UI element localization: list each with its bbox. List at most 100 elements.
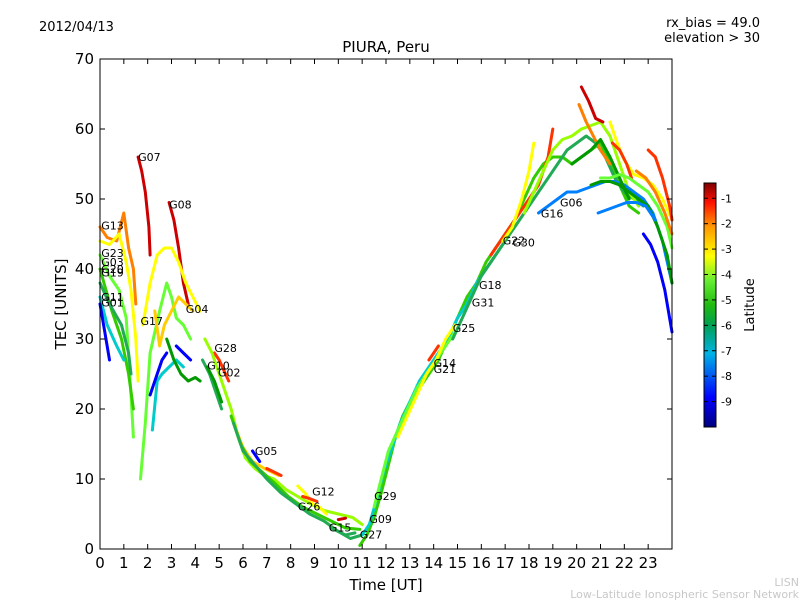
prn-labels-layer: G07G08G13G23G03G20G19G11G01G17G04G28G10G… <box>101 151 582 541</box>
date-label: 2012/04/13 <box>39 20 114 35</box>
x-tick-label: 17 <box>496 554 515 572</box>
x-tick-label: 6 <box>238 554 248 572</box>
y-tick-label: 10 <box>75 470 94 488</box>
prn-label: G27 <box>360 528 383 541</box>
tracks-layer <box>98 85 674 547</box>
tec-track <box>608 120 674 222</box>
colorbar-tick-label: -9 <box>721 396 732 409</box>
colorbar-ticks: -1 -2 -3 -4 -5 -6 -7 -8 -9 <box>704 192 732 409</box>
tec-track <box>265 467 283 477</box>
tec-track <box>205 365 224 404</box>
tec-track <box>141 246 202 327</box>
rx-bias-label: rx_bias = 49.0 <box>666 16 760 31</box>
prn-label: G21 <box>434 363 457 376</box>
tec-track <box>98 295 126 362</box>
prn-label: G05 <box>255 445 278 458</box>
footer-lisn: LISN <box>774 576 799 589</box>
x-tick-label: 10 <box>329 554 348 572</box>
prn-label: G14 <box>434 357 457 370</box>
x-tick-label: 15 <box>448 554 467 572</box>
tec-track <box>577 103 612 166</box>
x-tick-label: 11 <box>353 554 372 572</box>
prn-label: G13 <box>101 220 124 233</box>
tec-track <box>329 526 357 537</box>
prn-label: G30 <box>512 236 535 249</box>
tec-track <box>641 232 674 334</box>
elevation-label: elevation > 30 <box>664 31 760 46</box>
tec-track <box>336 516 347 522</box>
prn-label: G22 <box>503 234 526 247</box>
y-axis-label: TEC [UNITS] <box>52 259 70 351</box>
x-tick-label: 0 <box>95 554 105 572</box>
x-tick-label: 13 <box>400 554 419 572</box>
colorbar-tick-label: -6 <box>721 319 732 332</box>
prn-label: G10 <box>207 360 230 373</box>
y-tick-label: 50 <box>75 190 94 208</box>
prn-label: G12 <box>312 486 335 499</box>
tec-track <box>599 173 674 250</box>
x-tick-label: 2 <box>143 554 153 572</box>
tec-track <box>229 407 364 526</box>
prn-label: G18 <box>479 279 502 292</box>
x-axis-label: Time [UT] <box>348 576 422 594</box>
tec-track <box>98 281 133 376</box>
tec-track <box>646 148 674 222</box>
x-tick-label: 3 <box>167 554 177 572</box>
prn-label: G19 <box>101 267 124 280</box>
colorbar-tick-label: -4 <box>721 269 732 282</box>
x-tick-label: 21 <box>591 554 610 572</box>
x-tick-label: 7 <box>262 554 272 572</box>
y-tick-label: 60 <box>75 120 94 138</box>
prn-label: G29 <box>374 490 397 503</box>
colorbar-tick-label: -2 <box>721 218 732 231</box>
tec-track <box>174 344 193 362</box>
prn-label: G25 <box>453 322 476 335</box>
colorbar-tick-label: -3 <box>721 243 732 256</box>
ticks-layer: 0 1 2 3 4 5 6 7 8 9 10 11 12 13 14 15 16 17 18 19 20 21 22 2301… <box>75 50 672 572</box>
prn-label: G31 <box>472 297 495 310</box>
tec-track <box>148 351 169 397</box>
prn-label: G01 <box>101 297 124 310</box>
tec-track <box>98 211 138 306</box>
y-tick-label: 20 <box>75 400 94 418</box>
tec-track <box>501 141 536 243</box>
prn-label: G03 <box>101 256 124 269</box>
prn-label: G23 <box>101 247 124 260</box>
x-tick-label: 4 <box>191 554 201 572</box>
tec-track <box>634 169 674 236</box>
colorbar-tick-label: -8 <box>721 370 732 383</box>
tec-track <box>212 351 231 383</box>
tec-track <box>427 344 440 362</box>
tec-track <box>589 180 674 285</box>
x-tick-label: 20 <box>567 554 586 572</box>
prn-label: G07 <box>138 151 161 164</box>
tec-track <box>98 232 140 383</box>
y-tick-label: 70 <box>75 50 94 68</box>
prn-label: G09 <box>369 513 392 526</box>
prn-label: G15 <box>329 521 352 534</box>
x-tick-label: 23 <box>639 554 658 572</box>
chart-title: PIURA, Peru <box>342 38 429 56</box>
prn-label: G26 <box>298 500 321 513</box>
y-tick-label: 30 <box>75 330 94 348</box>
colorbar-tick-label: -1 <box>721 192 732 205</box>
y-tick-label: 40 <box>75 260 94 278</box>
footer-network: Low-Latitude Ionospheric Sensor Network <box>570 588 799 600</box>
prn-label: G06 <box>560 197 583 210</box>
tec-track <box>153 295 195 348</box>
x-tick-label: 16 <box>472 554 491 572</box>
tec-track <box>301 495 319 503</box>
colorbar-tick-label: -5 <box>721 294 732 307</box>
x-tick-label: 9 <box>310 554 320 572</box>
prn-label: G28 <box>214 342 237 355</box>
tec-track <box>167 201 190 306</box>
x-tick-label: 14 <box>424 554 443 572</box>
colorbar-gradient <box>703 182 717 428</box>
tec-track <box>98 302 111 362</box>
tec-track <box>296 484 328 516</box>
x-tick-label: 5 <box>214 554 224 572</box>
tec-track <box>150 358 185 432</box>
x-tick-label: 18 <box>519 554 538 572</box>
